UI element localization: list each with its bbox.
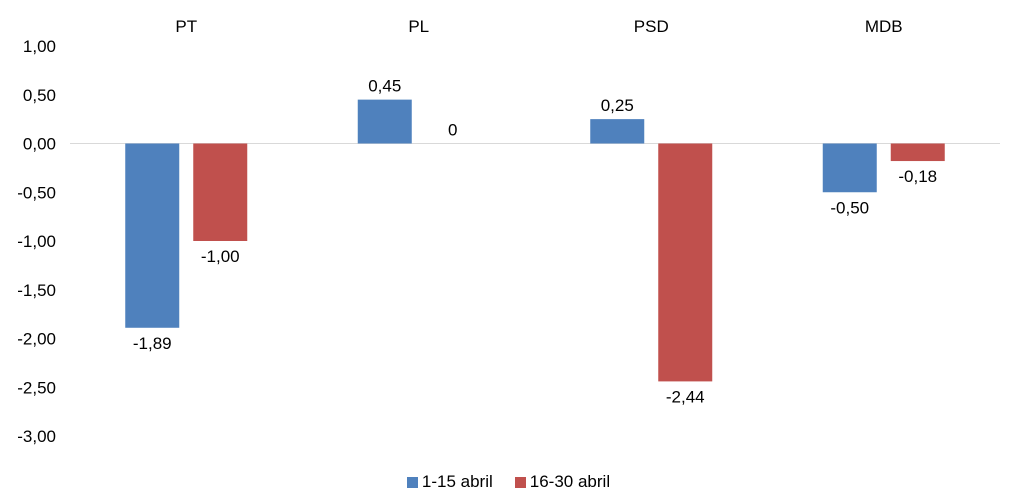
data-label: -2,44 [666, 387, 705, 406]
bar-series-1 [125, 143, 180, 328]
y-tick-label: 0,50 [23, 86, 56, 105]
legend-swatch-series-1 [406, 476, 418, 488]
data-label: -1,89 [133, 334, 172, 353]
category-labels: PT PL PSD MDB [175, 17, 902, 36]
category-label: PSD [634, 17, 669, 36]
bar-series-1 [357, 99, 412, 144]
data-label: -0,50 [830, 198, 869, 217]
legend-label-series-2: 16-30 abril [529, 472, 611, 491]
legend: 1-15 abril 16-30 abril [0, 472, 1017, 492]
legend-item-series-2: 16-30 abril [514, 472, 611, 492]
bar-series-2 [890, 143, 945, 162]
data-label: 0 [448, 121, 457, 140]
data-label: 0,25 [601, 96, 634, 115]
y-tick-label: 0,00 [23, 135, 56, 154]
category-label: MDB [865, 17, 903, 36]
legend-item-series-1: 1-15 abril [406, 472, 493, 492]
data-labels: -1,89 -1,00 0,45 0 0,25 -2,44 -0,50 -0,18 [133, 77, 937, 407]
y-tick-label: -0,50 [17, 183, 56, 202]
legend-label-series-1: 1-15 abril [421, 472, 493, 491]
bar-chart: 1,00 0,50 0,00 -0,50 -1,00 -1,50 -2,00 -2,50 -3,… [17, 17, 1000, 446]
y-tick-label: -1,50 [17, 281, 56, 300]
y-axis-ticks: 1,00 0,50 0,00 -0,50 -1,00 -1,50 -2,00 -2,50 -3,… [17, 37, 56, 446]
bar-series-1 [590, 119, 645, 144]
category-label: PT [175, 17, 197, 36]
bars [125, 99, 945, 382]
y-tick-label: -3,00 [17, 427, 56, 446]
y-tick-label: -2,50 [17, 378, 56, 397]
legend-swatch-series-2 [514, 476, 526, 488]
data-label: 0,45 [368, 77, 401, 96]
bar-series-2 [658, 143, 713, 382]
bar-series-1 [822, 143, 877, 193]
y-tick-label: -1,00 [17, 232, 56, 251]
y-tick-label: -2,00 [17, 330, 56, 349]
data-label: -1,00 [201, 247, 240, 266]
y-tick-label: 1,00 [23, 37, 56, 56]
data-label: -0,18 [898, 167, 937, 186]
category-label: PL [408, 17, 429, 36]
bar-series-2 [193, 143, 248, 241]
